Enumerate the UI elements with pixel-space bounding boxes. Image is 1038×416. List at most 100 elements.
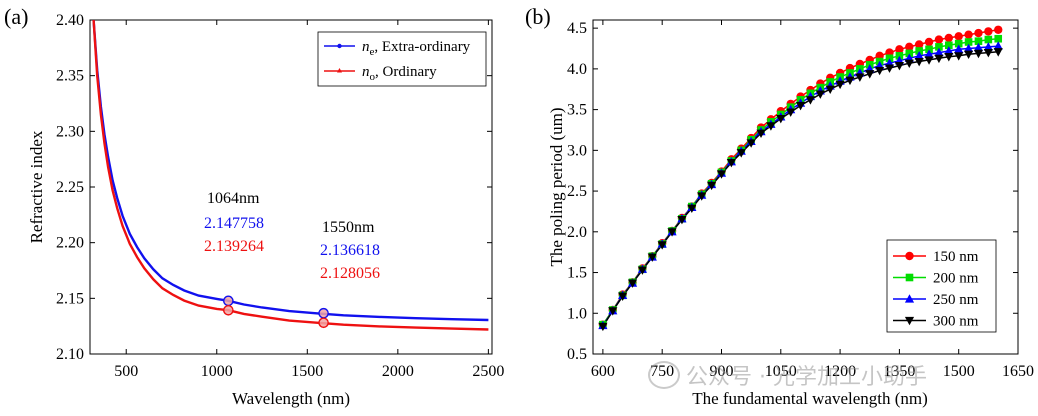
annotation-1064-no: 2.139264 xyxy=(204,238,264,255)
data-point-300-nm xyxy=(598,322,608,332)
annotation-1064-label: 1064nm xyxy=(207,190,260,207)
legend-ne-marker xyxy=(337,43,342,49)
panel-a-y-axis: 2.10 2.15 2.20 2.25 2.30 2.35 2.40 xyxy=(56,12,492,363)
panel-a-ytick-label: 2.40 xyxy=(56,12,84,29)
panel-b-y-axis: 0.5 1.0 1.5 2.0 2.5 3.0 3.5 4.0 4.5 xyxy=(567,20,1018,363)
panel-b-xtick-label: 900 xyxy=(709,363,733,380)
annotation-1064-ne: 2.147758 xyxy=(204,215,264,232)
panel-b-ytick-label: 0.5 xyxy=(567,346,587,363)
data-point-150-nm xyxy=(964,30,973,39)
annotation-1550-label: 1550nm xyxy=(322,219,375,236)
panel-a-ylabel: Refractive index xyxy=(27,130,46,243)
legend-ne-text: ne, Extra-ordinary xyxy=(362,39,471,58)
panel-a-xtick-label: 2000 xyxy=(382,363,414,380)
data-point-300-nm xyxy=(855,73,865,82)
data-point-300-nm xyxy=(825,85,835,95)
panel-b-ytick-label: 1.0 xyxy=(567,305,587,322)
data-point-150-nm xyxy=(994,25,1003,34)
panel-b-ytick-label: 3.5 xyxy=(567,102,587,119)
data-point-150-nm xyxy=(905,42,914,52)
data-point-150-nm xyxy=(954,32,963,41)
data-point-300-nm xyxy=(637,266,648,275)
data-point-300-nm xyxy=(776,114,786,124)
data-point-300-nm xyxy=(795,101,806,111)
data-point-300-nm xyxy=(875,66,885,76)
data-point-250-nm xyxy=(954,44,964,53)
wavelength-marker xyxy=(318,317,329,329)
wavelength-marker xyxy=(223,295,234,307)
panel-b: (b) 600 750 900 1050 1200 1350 1500 1650 0.51.0… xyxy=(525,4,1034,408)
panel-b-x-axis: 600 750 900 1050 1200 1350 1500 1650 xyxy=(591,20,1034,380)
data-point-300-nm xyxy=(618,292,628,301)
data-point-300-nm xyxy=(835,80,845,90)
data-point-250-nm xyxy=(914,51,924,60)
chat-bubble-icon xyxy=(648,361,680,389)
data-point-200-nm xyxy=(945,41,953,50)
data-point-200-nm xyxy=(974,37,983,45)
panel-a-xtick-label: 2500 xyxy=(472,363,504,380)
panel-a-ytick-label: 2.35 xyxy=(56,68,84,85)
data-point-300-nm xyxy=(845,76,855,86)
legend-label-150-nm: 150 nm xyxy=(933,249,979,265)
legend-marker-300-nm xyxy=(904,316,915,326)
panel-a-legend: ne, Extra-ordinary no, Ordinary xyxy=(317,31,487,87)
data-point-300-nm xyxy=(736,149,746,158)
panel-b-label: (b) xyxy=(525,4,551,29)
panel-b-xtick-label: 1350 xyxy=(883,363,915,380)
panel-b-ytick-label: 2.5 xyxy=(567,183,587,200)
legend-marker-200-nm xyxy=(905,273,914,282)
data-point-300-nm xyxy=(766,122,776,131)
panel-b-ytick-label: 4.5 xyxy=(567,20,587,37)
watermark: 公众号 · 光学加工小助手 xyxy=(648,360,927,390)
panel-b-ylabel: The poling period (um) xyxy=(547,107,566,266)
data-point-300-nm xyxy=(904,59,914,68)
data-point-200-nm xyxy=(964,38,973,46)
panel-b-xtick-label: 1500 xyxy=(943,363,975,380)
data-point-150-nm xyxy=(984,27,993,36)
data-point-300-nm xyxy=(687,204,697,213)
legend-marker-150-nm xyxy=(905,251,914,261)
series-line-ne xyxy=(92,20,489,322)
data-point-300-nm xyxy=(924,56,934,65)
panel-a-x-axis: 500 1000 1500 2000 2500 xyxy=(114,20,504,380)
data-point-300-nm xyxy=(647,253,657,262)
data-point-150-nm xyxy=(895,45,904,54)
data-point-250-nm xyxy=(944,46,954,55)
panel-a-ytick-label: 2.25 xyxy=(56,179,84,196)
annotation-1550-no: 2.128056 xyxy=(320,265,380,282)
annotation-1550-ne: 2.136618 xyxy=(320,242,380,259)
data-point-300-nm xyxy=(944,53,954,62)
panel-b-xtick-label: 1650 xyxy=(1002,363,1034,380)
data-point-200-nm xyxy=(925,45,933,54)
data-point-300-nm xyxy=(884,64,895,73)
panel-a: (a) 500 1000 1500 2000 2500 2.10 2.15 2.20 2.25… xyxy=(4,4,504,408)
panel-b-xtick-label: 1200 xyxy=(824,363,856,380)
data-point-300-nm xyxy=(707,181,717,191)
panel-b-xtick-label: 600 xyxy=(591,363,615,380)
panel-b-ytick-label: 2.0 xyxy=(567,224,587,241)
panel-b-xlabel: The fundamental wavelength (nm) xyxy=(692,389,928,408)
data-point-250-nm xyxy=(924,49,934,58)
data-point-200-nm xyxy=(915,47,923,55)
panel-b-plot-frame xyxy=(592,19,1019,355)
legend-label-200-nm: 200 nm xyxy=(933,271,979,287)
data-point-200-nm xyxy=(994,34,1003,43)
data-point-250-nm xyxy=(934,47,944,57)
data-point-200-nm xyxy=(905,49,914,58)
series-line-no xyxy=(92,20,489,331)
watermark-text: 公众号 · 光学加工小助手 xyxy=(686,365,927,390)
wavelength-marker xyxy=(223,304,234,316)
panel-a-ytick-label: 2.10 xyxy=(56,346,84,363)
legend-label-250-nm: 250 nm xyxy=(933,292,979,308)
data-point-200-nm xyxy=(895,52,904,60)
data-point-300-nm xyxy=(973,49,984,59)
data-point-300-nm xyxy=(914,57,924,67)
panel-b-xtick-label: 1050 xyxy=(765,363,797,380)
data-point-300-nm xyxy=(657,241,667,250)
panel-b-legend: 150 nm 200 nm 250 nm 300 nm xyxy=(886,239,997,333)
data-point-300-nm xyxy=(934,54,944,64)
panel-b-ytick-label: 1.5 xyxy=(567,265,587,282)
legend-no-marker xyxy=(337,68,342,73)
data-point-300-nm xyxy=(627,279,638,288)
